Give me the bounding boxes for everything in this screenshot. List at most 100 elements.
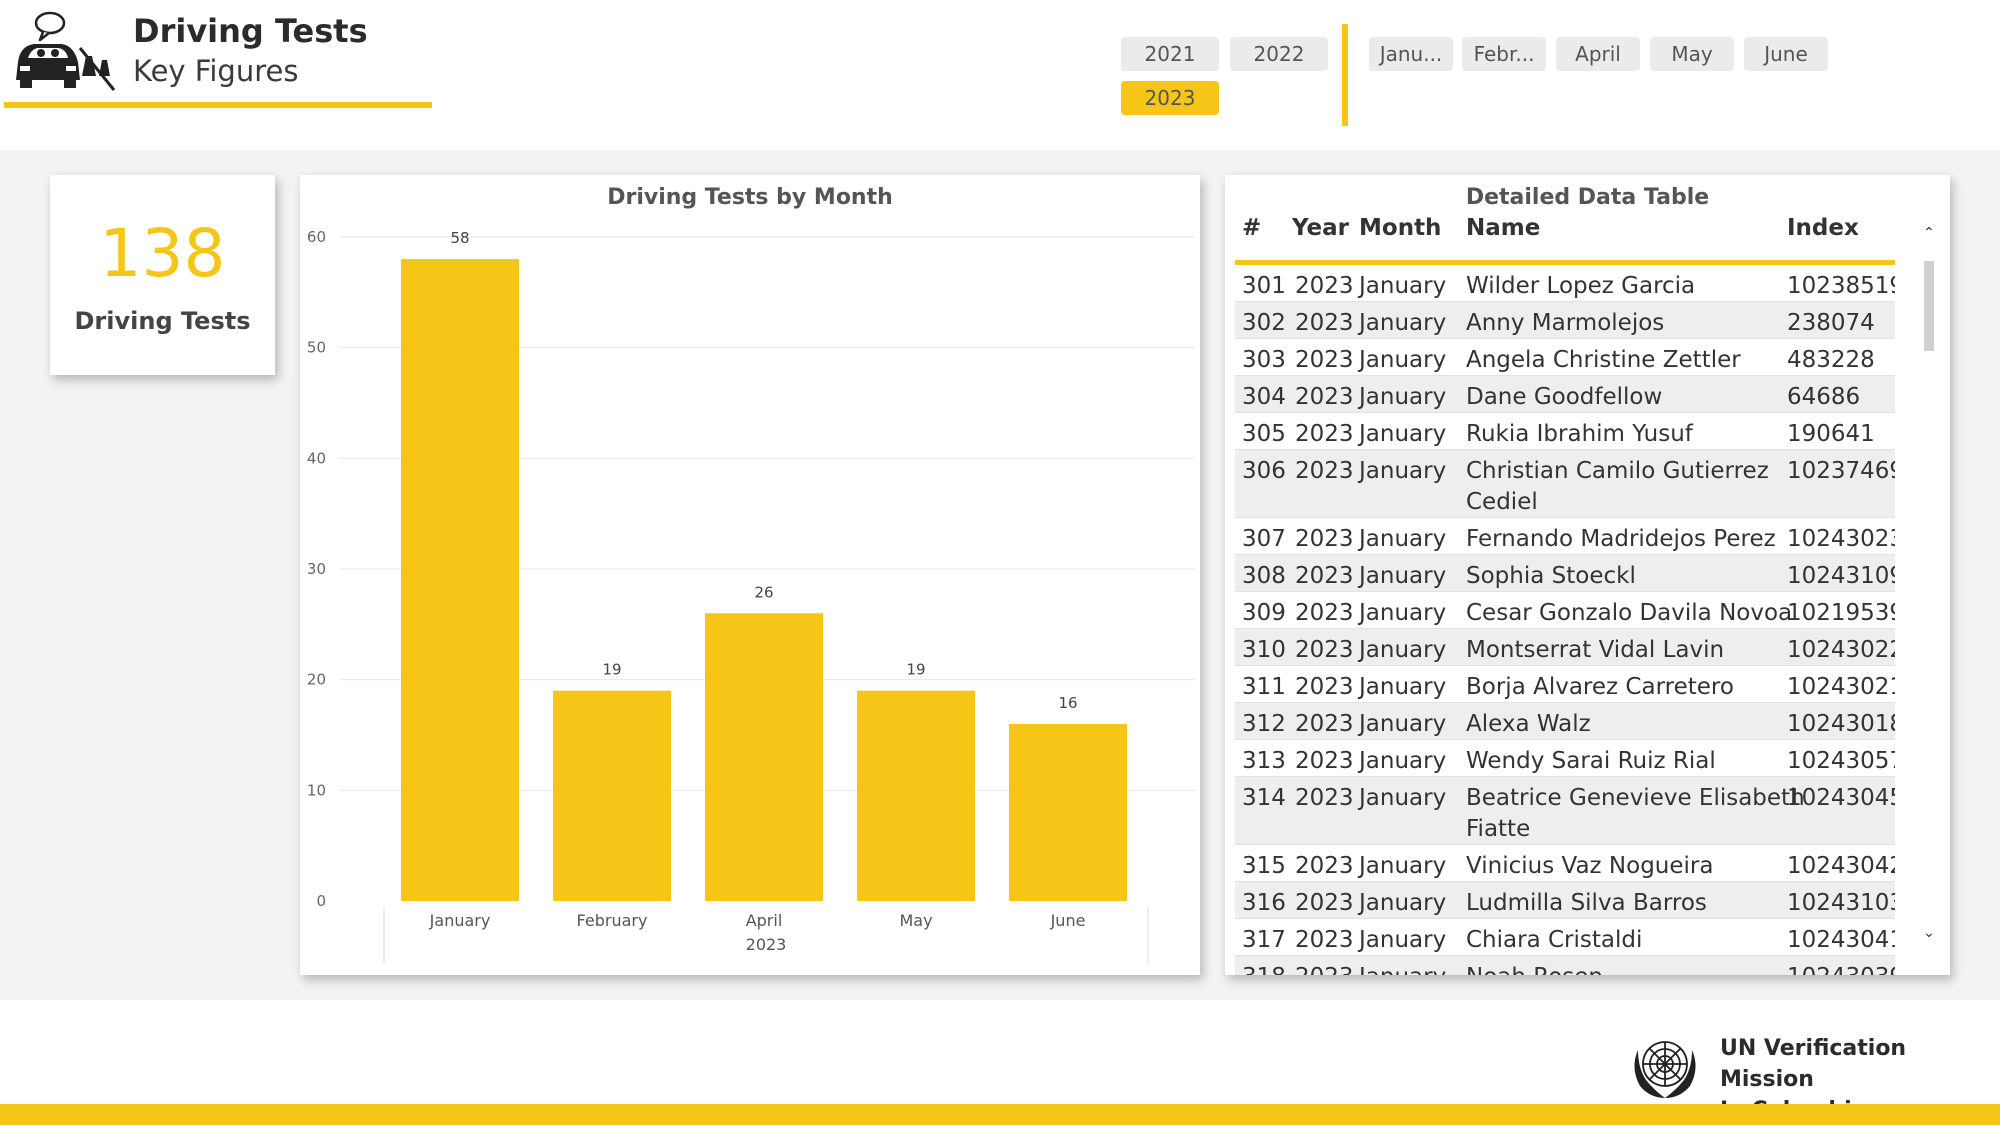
year-option-2023[interactable]: 2023 bbox=[1121, 81, 1219, 115]
cell-number: 301 bbox=[1242, 273, 1286, 299]
table-row[interactable]: 307 2023 January Fernando Madridejos Perez 1… bbox=[1235, 518, 1895, 555]
col-header-number[interactable]: # bbox=[1242, 215, 1262, 241]
page-title: Driving Tests bbox=[133, 12, 368, 50]
bar-february[interactable] bbox=[553, 690, 671, 901]
data-label: 26 bbox=[754, 583, 773, 601]
month-option-may[interactable]: May bbox=[1650, 37, 1734, 71]
cell-index: 10243057 bbox=[1787, 748, 1895, 774]
car-driving-test-icon bbox=[16, 11, 115, 91]
table-row[interactable]: 314 2023 January Beatrice Genevieve Elisabe… bbox=[1235, 777, 1895, 845]
col-header-month[interactable]: Month bbox=[1359, 215, 1442, 241]
y-tick-label: 10 bbox=[307, 781, 326, 799]
cell-month: January bbox=[1359, 748, 1447, 774]
cell-index: 190641 bbox=[1787, 421, 1875, 447]
x-tick-label: January bbox=[429, 911, 491, 930]
x-tick-label: June bbox=[1050, 911, 1086, 930]
bar-may[interactable] bbox=[857, 690, 975, 901]
cell-month: January bbox=[1359, 526, 1447, 552]
bar-june[interactable] bbox=[1009, 723, 1127, 901]
cell-month: January bbox=[1359, 711, 1447, 737]
cell-month: January bbox=[1359, 384, 1447, 410]
col-header-name[interactable]: Name bbox=[1466, 215, 1541, 241]
cell-index: 10243018 bbox=[1787, 711, 1895, 737]
table-row[interactable]: 309 2023 January Cesar Gonzalo Davila Novoa… bbox=[1235, 592, 1895, 629]
scroll-up-icon[interactable]: ⌃ bbox=[1923, 225, 1935, 241]
cell-index: 483228 bbox=[1787, 347, 1875, 373]
table-row[interactable]: 308 2023 January Sophia Stoeckl 10243109 bbox=[1235, 555, 1895, 592]
bar-april[interactable] bbox=[705, 613, 823, 901]
cell-name-continued: Cediel bbox=[1466, 489, 1538, 515]
cell-index: 10243103 bbox=[1787, 890, 1895, 916]
col-header-year[interactable]: Year bbox=[1292, 215, 1350, 241]
cell-index: 10243041 bbox=[1787, 927, 1895, 953]
cell-name: Dane Goodfellow bbox=[1466, 384, 1663, 410]
table-row[interactable]: 316 2023 January Ludmilla Silva Barros 10243… bbox=[1235, 882, 1895, 919]
cell-month: January bbox=[1359, 927, 1447, 953]
table-row[interactable]: 315 2023 January Vinicius Vaz Nogueira 10243… bbox=[1235, 845, 1895, 882]
title-underline bbox=[4, 102, 432, 108]
table-row[interactable]: 317 2023 January Chiara Cristaldi 10243041 bbox=[1235, 919, 1895, 956]
data-label: 58 bbox=[450, 229, 469, 247]
cell-month: January bbox=[1359, 637, 1447, 663]
year-option-2022[interactable]: 2022 bbox=[1230, 37, 1328, 71]
cell-index: 10219539 bbox=[1787, 600, 1895, 626]
cell-number: 318 bbox=[1242, 962, 1286, 975]
cell-name: Rukia Ibrahim Yusuf bbox=[1466, 421, 1693, 447]
table-body: 301 2023 January Wilder Lopez Garcia 1023851… bbox=[1235, 265, 1895, 975]
scroll-down-icon[interactable]: ⌄ bbox=[1923, 925, 1935, 941]
cell-number: 302 bbox=[1242, 310, 1286, 336]
col-header-index[interactable]: Index bbox=[1787, 215, 1859, 241]
cell-month: January bbox=[1359, 890, 1447, 916]
month-option-april[interactable]: April bbox=[1556, 37, 1640, 71]
cell-year: 2023 bbox=[1295, 310, 1354, 336]
data-table-card[interactable]: Detailed Data Table # Year Month Name In… bbox=[1225, 175, 1950, 975]
cell-name: Cesar Gonzalo Davila Novoa bbox=[1466, 600, 1793, 626]
cell-number: 316 bbox=[1242, 890, 1286, 916]
cell-number: 312 bbox=[1242, 711, 1286, 737]
table-row[interactable]: 302 2023 January Anny Marmolejos 238074 bbox=[1235, 302, 1895, 339]
kpi-label: Driving Tests bbox=[74, 307, 251, 335]
month-option-june[interactable]: June bbox=[1744, 37, 1828, 71]
table-row[interactable]: 303 2023 January Angela Christine Zettler 48… bbox=[1235, 339, 1895, 376]
data-label: 19 bbox=[906, 661, 925, 679]
table-row[interactable]: 310 2023 January Montserrat Vidal Lavin 1024… bbox=[1235, 629, 1895, 666]
table-row[interactable]: 312 2023 January Alexa Walz 10243018 bbox=[1235, 703, 1895, 740]
kpi-card[interactable]: 138 Driving Tests bbox=[50, 175, 275, 375]
cell-name: Borja Alvarez Carretero bbox=[1466, 674, 1734, 700]
table-row[interactable]: 301 2023 January Wilder Lopez Garcia 1023851… bbox=[1235, 265, 1895, 302]
cell-number: 308 bbox=[1242, 563, 1286, 589]
bar-january[interactable] bbox=[401, 259, 519, 902]
cell-year: 2023 bbox=[1295, 273, 1354, 299]
table-row[interactable]: 318 2023 January Noah Rosen 10243039 bbox=[1235, 956, 1895, 975]
cell-number: 303 bbox=[1242, 347, 1286, 373]
table-header-underline bbox=[1235, 260, 1895, 265]
table-row[interactable]: 313 2023 January Wendy Sarai Ruiz Rial 10243… bbox=[1235, 740, 1895, 777]
cell-year: 2023 bbox=[1295, 421, 1354, 447]
y-tick-label: 0 bbox=[316, 892, 326, 910]
table-row[interactable]: 305 2023 January Rukia Ibrahim Yusuf 190641 bbox=[1235, 413, 1895, 450]
x-group-label: 2023 bbox=[746, 935, 787, 954]
table-scrollbar[interactable]: ⌃ ⌄ bbox=[1922, 225, 1936, 967]
table-row[interactable]: 304 2023 January Dane Goodfellow 64686 bbox=[1235, 376, 1895, 413]
cell-name: Wendy Sarai Ruiz Rial bbox=[1466, 748, 1716, 774]
month-option-february[interactable]: Febr... bbox=[1462, 37, 1546, 71]
cell-number: 317 bbox=[1242, 927, 1286, 953]
table-row[interactable]: 306 2023 January Christian Camilo Gutierrez… bbox=[1235, 450, 1895, 518]
cell-index: 10243042 bbox=[1787, 853, 1895, 879]
cell-number: 310 bbox=[1242, 637, 1286, 663]
cell-number: 315 bbox=[1242, 853, 1286, 879]
cell-month: January bbox=[1359, 674, 1447, 700]
year-option-2021[interactable]: 2021 bbox=[1121, 37, 1219, 71]
month-option-january[interactable]: Janu... bbox=[1369, 37, 1453, 71]
scroll-thumb[interactable] bbox=[1924, 261, 1934, 351]
cell-year: 2023 bbox=[1295, 785, 1354, 811]
cell-name: Noah Rosen bbox=[1466, 962, 1603, 975]
slicer-separator bbox=[1342, 24, 1348, 126]
cell-index: 10243022 bbox=[1787, 637, 1895, 663]
cell-year: 2023 bbox=[1295, 674, 1354, 700]
table-row[interactable]: 311 2023 January Borja Alvarez Carretero 102… bbox=[1235, 666, 1895, 703]
cell-number: 304 bbox=[1242, 384, 1286, 410]
bar-chart-card[interactable]: Driving Tests by Month 0 10 20 30 40 50 60 58 Ja… bbox=[300, 175, 1200, 975]
cell-year: 2023 bbox=[1295, 526, 1354, 552]
un-emblem-icon bbox=[1634, 1041, 1696, 1098]
